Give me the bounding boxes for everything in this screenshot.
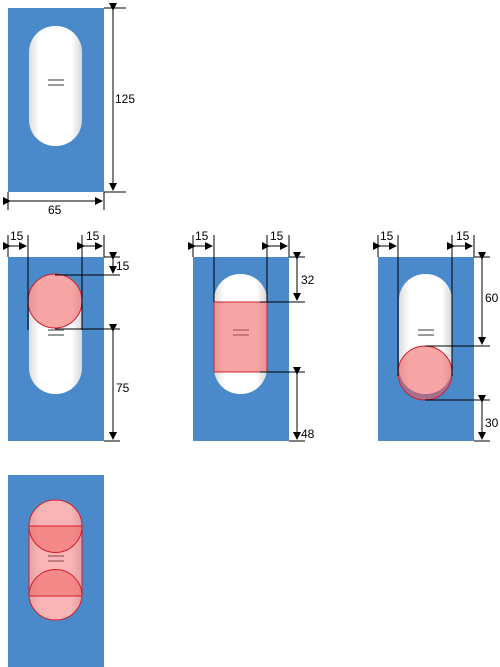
figure-rect-middle: 15 15 32 48	[188, 229, 315, 442]
hit-area-circle	[397, 345, 453, 401]
combined-hit-area	[28, 499, 83, 621]
left-margin-label: 15	[195, 229, 209, 243]
grip-lines-icon	[48, 555, 64, 562]
bottom-inset-label: 48	[301, 427, 315, 441]
hit-area-rectangle	[213, 301, 268, 373]
grip-lines-icon	[48, 329, 64, 336]
top-figure: 125 65	[3, 3, 135, 217]
top-inset-label: 32	[301, 273, 315, 287]
top-circle-segment	[28, 525, 83, 553]
grip-lines-icon	[418, 329, 434, 336]
hit-area-circle	[27, 273, 83, 329]
top-inset-label: 15	[116, 259, 130, 273]
top-span-label: 60	[485, 291, 499, 305]
left-margin-label: 15	[380, 229, 394, 243]
span-label: 75	[116, 381, 130, 395]
width-label: 65	[48, 203, 62, 217]
grip-lines-icon	[48, 79, 64, 86]
figure-circle-bottom: 15 15 60 30	[373, 229, 499, 442]
figure-combined	[8, 475, 104, 667]
left-margin-label: 15	[10, 229, 24, 243]
bottom-inset-label: 30	[485, 416, 499, 430]
right-margin-label: 15	[270, 229, 284, 243]
figure-circle-top: 15 15 15 75	[3, 229, 130, 442]
right-margin-label: 15	[456, 229, 470, 243]
height-label: 125	[115, 92, 135, 106]
bottom-circle-segment	[28, 569, 83, 597]
right-margin-label: 15	[86, 229, 100, 243]
